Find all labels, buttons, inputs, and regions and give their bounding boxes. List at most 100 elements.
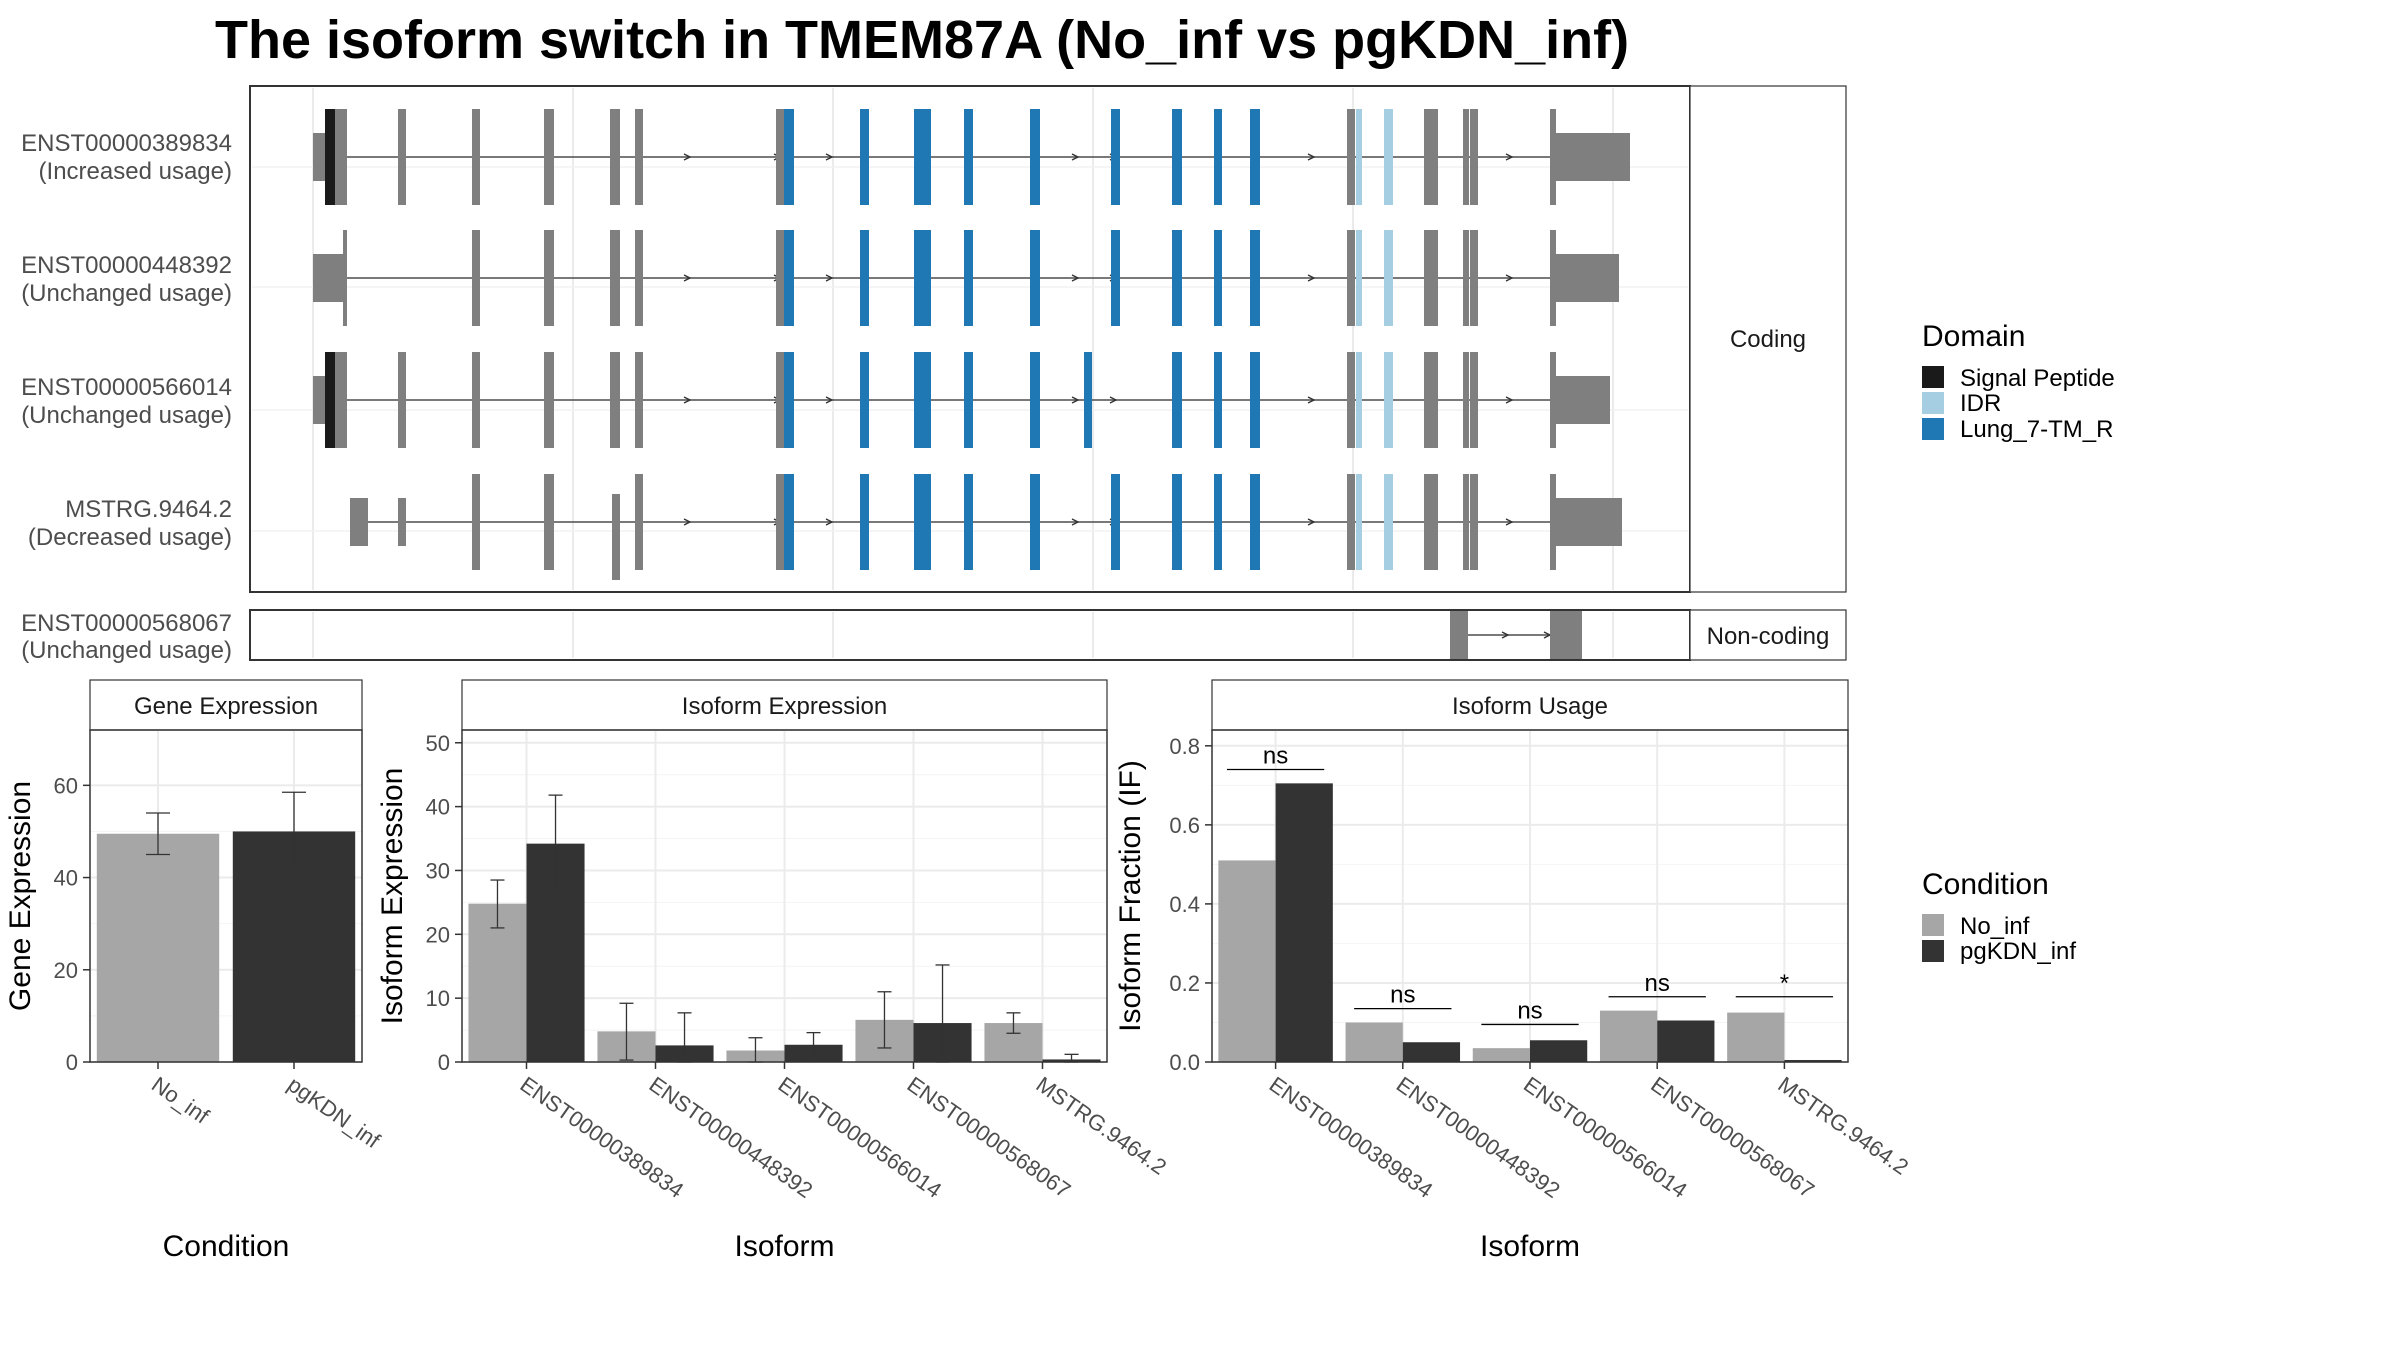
noncoding-exon bbox=[1450, 611, 1468, 659]
intron-arrow bbox=[1505, 518, 1514, 526]
significance-label: ns bbox=[1263, 743, 1288, 770]
y-tick-label: 30 bbox=[426, 858, 450, 883]
coding-exon bbox=[398, 352, 406, 448]
coding-exon bbox=[610, 109, 620, 205]
coding-exon bbox=[1463, 474, 1469, 570]
y-axis-title: Isoform Expression bbox=[376, 768, 409, 1025]
coding-exon bbox=[1430, 474, 1438, 570]
x-tick-label: MSTRG.9464.2 bbox=[1032, 1072, 1172, 1180]
coding-exon bbox=[472, 109, 480, 205]
transcript-id-label: MSTRG.9464.2 bbox=[65, 496, 232, 523]
intron-arrow bbox=[825, 153, 834, 161]
lung-7tm-r-exon bbox=[1172, 230, 1182, 326]
lung-7tm-r-exon bbox=[1030, 352, 1040, 448]
panel-strip bbox=[89, 679, 363, 731]
y-tick-label: 20 bbox=[426, 922, 450, 947]
idr-exon bbox=[1384, 474, 1393, 570]
coding-exon bbox=[472, 230, 480, 326]
intron-arrow bbox=[683, 518, 692, 526]
y-tick-label: 40 bbox=[426, 795, 450, 820]
noncoding-strip bbox=[1689, 609, 1847, 661]
coding-exon bbox=[1424, 109, 1432, 205]
condition-legend-label: pgKDN_inf bbox=[1960, 938, 2076, 965]
y-tick-label: 0.8 bbox=[1169, 734, 1200, 759]
domain-legend-swatch-signal-peptide bbox=[1922, 366, 1944, 388]
lung-7tm-r-exon bbox=[784, 109, 794, 205]
coding-exon bbox=[1347, 230, 1355, 326]
utr-exon bbox=[313, 254, 343, 302]
significance-label: ns bbox=[1390, 982, 1415, 1009]
bar bbox=[1727, 1012, 1785, 1062]
transcript-id-label: ENST00000568067 bbox=[21, 610, 232, 637]
coding-exon bbox=[343, 230, 347, 326]
coding-exon bbox=[635, 474, 643, 570]
panel-title: Isoform Expression bbox=[682, 693, 887, 720]
coding-exon bbox=[1470, 230, 1478, 326]
lung-7tm-r-exon bbox=[1214, 352, 1222, 448]
intron-arrow bbox=[1307, 274, 1316, 282]
utr-exon bbox=[1556, 254, 1619, 302]
coding-strip-label: Coding bbox=[1730, 326, 1806, 353]
x-tick-label: No_inf bbox=[147, 1072, 214, 1129]
transcript-usage-label: (Increased usage) bbox=[39, 158, 232, 185]
coding-exon bbox=[1347, 352, 1355, 448]
intron-arrow bbox=[1307, 153, 1316, 161]
domain-legend-label: IDR bbox=[1960, 390, 2001, 417]
significance-label: ns bbox=[1517, 997, 1542, 1024]
panel-title: Gene Expression bbox=[134, 693, 318, 720]
coding-strip bbox=[1689, 85, 1847, 593]
noncoding-strip-label: Non-coding bbox=[1707, 623, 1830, 650]
domain-legend-title: Domain bbox=[1922, 320, 2025, 353]
coding-exon bbox=[1470, 474, 1478, 570]
panel-strip bbox=[461, 679, 1108, 731]
lung-7tm-r-exon bbox=[964, 474, 973, 570]
coding-exon bbox=[1463, 352, 1469, 448]
condition-legend-title: Condition bbox=[1922, 868, 2049, 901]
lung-7tm-r-exon bbox=[964, 230, 973, 326]
coding-exon bbox=[1463, 109, 1469, 205]
coding-exon bbox=[1347, 474, 1355, 570]
bar bbox=[1784, 1060, 1842, 1062]
y-tick-label: 0 bbox=[66, 1050, 78, 1075]
coding-exon bbox=[776, 109, 784, 205]
utr-exon bbox=[313, 133, 325, 181]
intron-arrow bbox=[1109, 396, 1118, 404]
lung-7tm-r-exon bbox=[1172, 109, 1182, 205]
y-axis-title: Isoform Fraction (IF) bbox=[1114, 760, 1147, 1032]
coding-exon bbox=[610, 352, 620, 448]
lung-7tm-r-exon bbox=[1214, 109, 1222, 205]
lung-7tm-r-exon bbox=[1030, 109, 1040, 205]
lung-7tm-r-exon bbox=[1111, 474, 1120, 570]
idr-exon bbox=[1356, 352, 1362, 448]
bar-panel: Gene Expression 0 20 40 60 No_inf pgKDN_inf Con… bbox=[4, 679, 385, 1263]
intron-arrow bbox=[1501, 631, 1510, 639]
panel-frame bbox=[89, 729, 363, 1063]
y-tick-label: 0.0 bbox=[1169, 1050, 1200, 1075]
lung-7tm-r-exon bbox=[914, 230, 931, 326]
coding-exon bbox=[1550, 352, 1556, 448]
transcript-id-label: ENST00000566014 bbox=[21, 374, 232, 401]
condition-legend-swatch-no-inf bbox=[1922, 914, 1944, 936]
coding-exon bbox=[1550, 109, 1556, 205]
coding-exon bbox=[472, 498, 480, 546]
coding-exon bbox=[544, 498, 554, 546]
x-tick-label: pgKDN_inf bbox=[283, 1072, 385, 1154]
coding-exon bbox=[1424, 352, 1432, 448]
condition-legend-swatch-pgkdn-inf bbox=[1922, 940, 1944, 962]
lung-7tm-r-exon bbox=[1214, 230, 1222, 326]
bar bbox=[1402, 1042, 1461, 1062]
domain-legend-swatch-idr bbox=[1922, 392, 1944, 414]
intron-arrow bbox=[1307, 396, 1316, 404]
transcript-usage-label: (Unchanged usage) bbox=[21, 402, 232, 429]
bar bbox=[1657, 1020, 1715, 1062]
bar bbox=[1530, 1040, 1588, 1062]
coding-exon bbox=[776, 474, 784, 570]
coding-exon bbox=[1430, 352, 1438, 448]
transcript-usage-label: (Unchanged usage) bbox=[21, 637, 232, 664]
lung-7tm-r-exon bbox=[784, 474, 794, 570]
utr-exon bbox=[313, 376, 325, 424]
lung-7tm-r-exon bbox=[964, 109, 973, 205]
utr-exon bbox=[1556, 498, 1622, 546]
intron-arrow bbox=[1071, 396, 1080, 404]
